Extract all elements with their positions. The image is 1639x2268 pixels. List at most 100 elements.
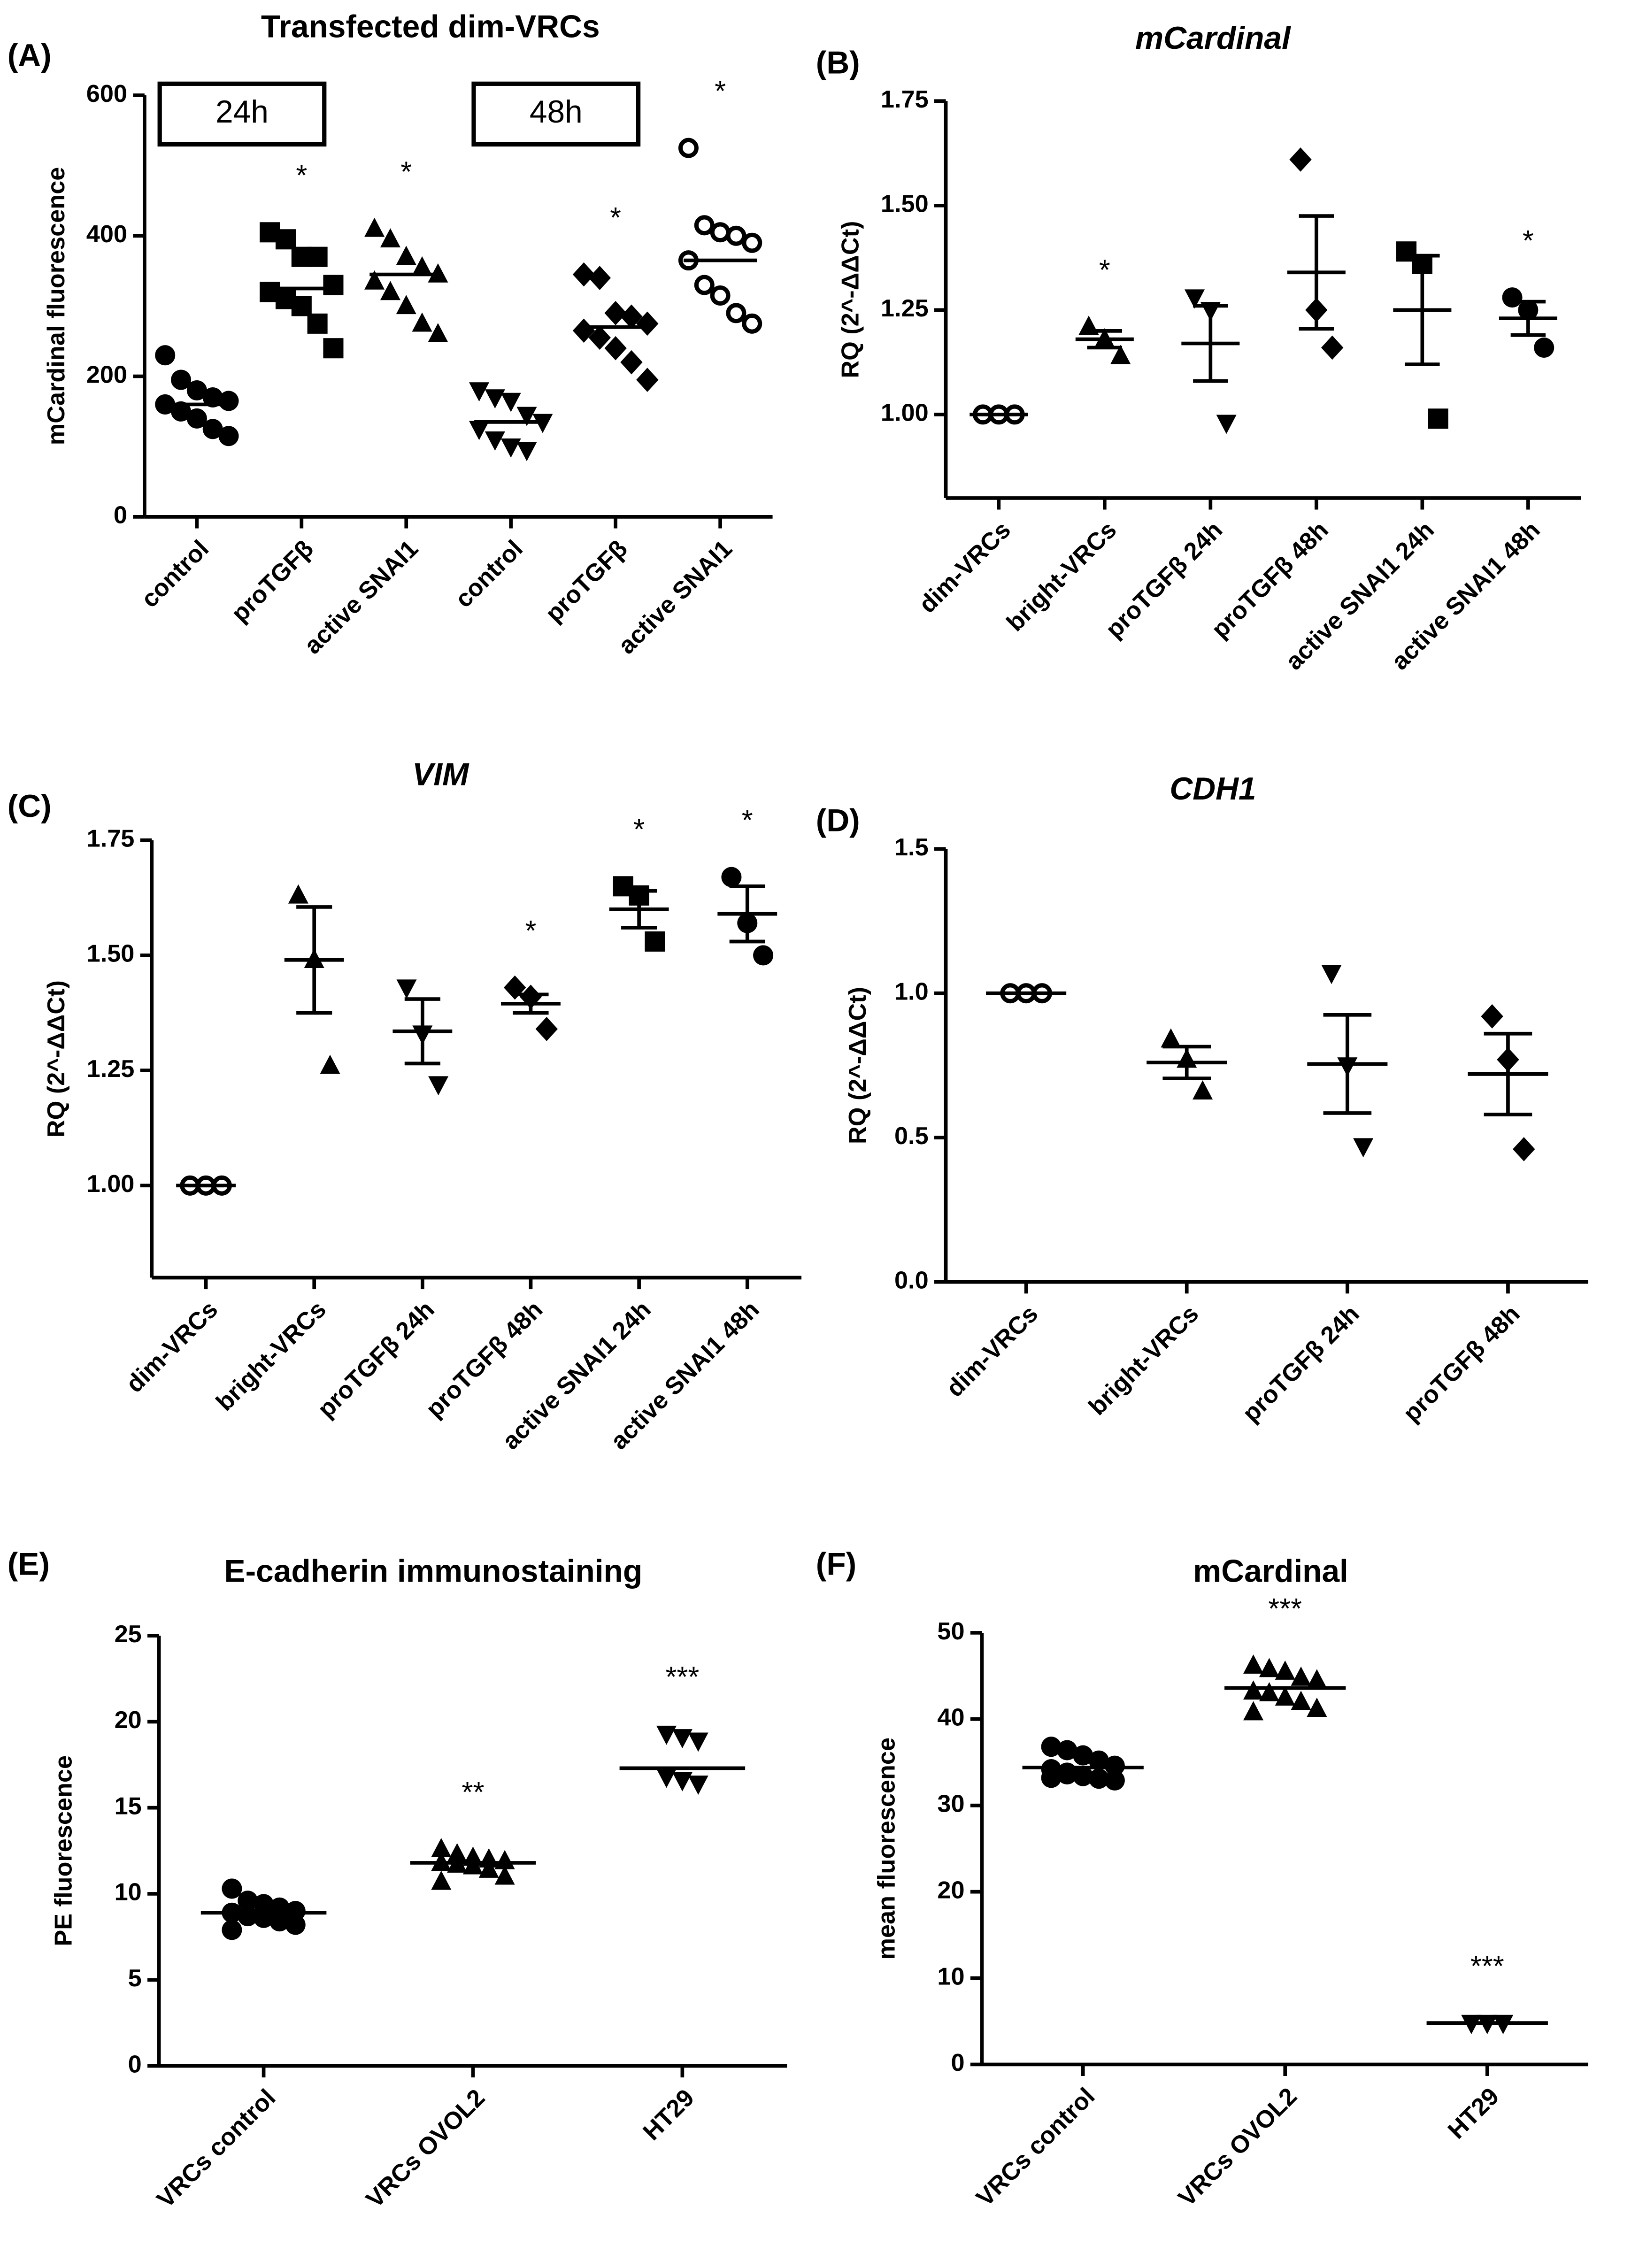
point [1291, 1666, 1311, 1686]
point [604, 301, 627, 325]
error-bar [621, 889, 657, 930]
point [645, 931, 665, 952]
point [1243, 1701, 1264, 1721]
point [428, 1076, 449, 1096]
y-tick-label: 200 [86, 361, 127, 388]
x-tick-label: proTGFβ [540, 535, 633, 628]
point [1184, 289, 1205, 309]
y-axis-label: PE fluorescence [50, 1755, 77, 1946]
significance: * [296, 159, 307, 192]
point [1353, 1138, 1374, 1158]
x-tick-label: VRCs OVOL2 [1173, 2083, 1302, 2212]
significance: * [633, 813, 645, 846]
point [1216, 415, 1237, 434]
significance: * [400, 156, 412, 188]
point [503, 975, 526, 1000]
point [721, 867, 742, 887]
point [710, 285, 731, 306]
point [396, 979, 417, 999]
y-tick-label: 1.50 [87, 940, 135, 968]
significance: ** [462, 1776, 485, 1808]
chart-title: VIM [412, 757, 469, 792]
error-bar [1299, 214, 1334, 331]
x-tick-label: proTGFβ [226, 535, 319, 628]
point [1428, 408, 1448, 429]
point [500, 392, 521, 412]
error-bar [1162, 1045, 1211, 1080]
y-tick-label: 0.0 [894, 1267, 929, 1294]
y-tick-label: 1.75 [87, 825, 135, 853]
point [1502, 287, 1523, 308]
x-tick-label: dim-VRCs [121, 1296, 223, 1398]
point [428, 323, 448, 343]
point [656, 1768, 677, 1788]
point [636, 368, 659, 392]
panel-label: (D) [816, 803, 860, 838]
point [636, 311, 659, 336]
chart-title: Transfected dim-VRCs [261, 9, 600, 44]
point [307, 246, 328, 267]
point [694, 215, 715, 236]
point [396, 246, 416, 265]
y-axis-label: mCardinal fluorescence [43, 167, 70, 446]
point [572, 318, 595, 343]
point [1307, 1669, 1327, 1689]
point [1089, 1750, 1109, 1771]
point [288, 884, 308, 904]
x-tick-label: HT29 [1443, 2083, 1504, 2144]
point [323, 338, 344, 359]
point [412, 256, 432, 276]
y-tick-label: 0 [951, 2049, 964, 2076]
point [186, 380, 207, 401]
point [380, 281, 400, 300]
point [320, 1054, 340, 1074]
point [620, 304, 643, 329]
point [323, 275, 344, 295]
point [726, 303, 746, 323]
point [186, 408, 207, 429]
y-tick-label: 1.25 [881, 295, 929, 322]
point [469, 382, 490, 402]
y-axis-label: RQ (2^-ΔΔCt) [844, 987, 871, 1144]
point [742, 232, 762, 253]
point [604, 336, 627, 361]
y-tick-label: 20 [115, 1707, 142, 1734]
significance: *** [665, 1661, 699, 1693]
point [1481, 1004, 1503, 1029]
significance: *** [1470, 1950, 1504, 1983]
panel-label: (C) [8, 789, 52, 824]
point [364, 217, 385, 237]
x-tick-label: VRCs control [152, 2084, 281, 2213]
significance: * [715, 75, 726, 108]
point [478, 1858, 499, 1878]
point [1110, 345, 1131, 364]
y-tick-label: 1.75 [881, 86, 929, 113]
point [238, 1891, 258, 1911]
x-tick-label: VRCs OVOL2 [361, 2084, 490, 2213]
point [462, 1855, 483, 1875]
point [1057, 1764, 1077, 1785]
x-tick-label: control [136, 535, 214, 613]
point [694, 275, 715, 295]
y-tick-label: 30 [937, 1791, 964, 1818]
point [364, 270, 385, 290]
point [431, 1870, 452, 1890]
point [202, 387, 223, 408]
point [222, 1878, 242, 1899]
point [275, 229, 296, 250]
panel-label: (B) [816, 45, 860, 80]
error-bar [1484, 1031, 1532, 1116]
point [218, 426, 239, 446]
y-tick-label: 1.0 [894, 978, 929, 1005]
point [1041, 1737, 1062, 1757]
x-tick-label: proTGFβ 48h [1398, 1300, 1525, 1427]
point [742, 313, 762, 334]
point [1289, 147, 1312, 172]
point [516, 442, 537, 461]
panel-label: (F) [816, 1546, 856, 1582]
point [588, 266, 611, 290]
y-tick-label: 50 [937, 1618, 964, 1645]
point [307, 313, 328, 334]
significance: * [1523, 224, 1534, 257]
